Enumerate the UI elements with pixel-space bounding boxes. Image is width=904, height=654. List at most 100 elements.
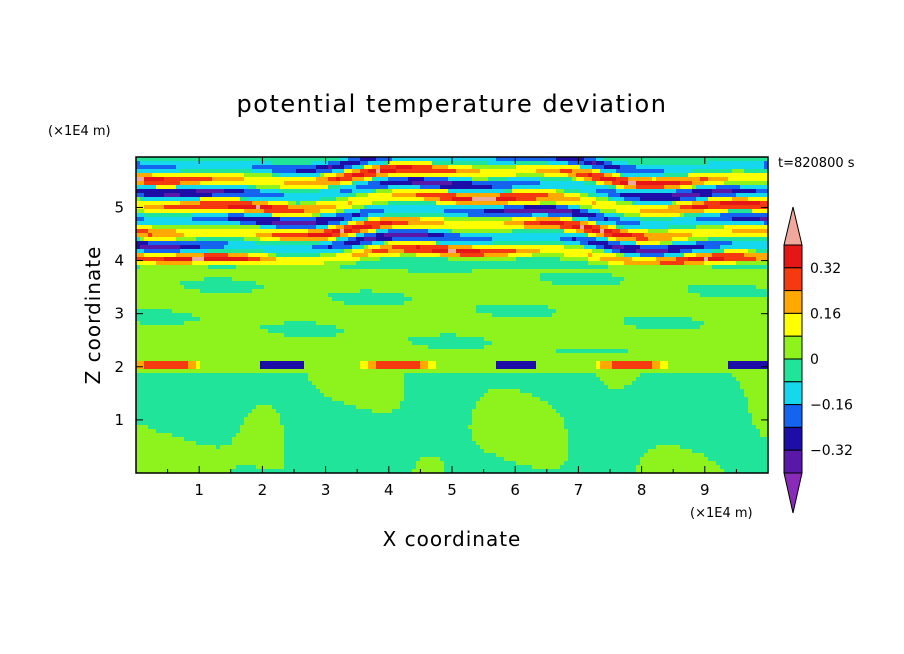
heatmap-cell (324, 237, 329, 242)
heatmap-cell (344, 181, 349, 186)
heatmap-cell (292, 221, 297, 226)
heatmap-cell (312, 281, 317, 286)
heatmap-cell (284, 181, 289, 186)
heatmap-cell (360, 201, 365, 206)
heatmap-cell (684, 237, 689, 242)
heatmap-cell (324, 177, 329, 182)
heatmap-cell (404, 237, 409, 242)
heatmap-cell (340, 189, 345, 194)
heatmap-cell (300, 201, 305, 206)
heatmap-cell (600, 257, 605, 262)
heatmap-cell (544, 177, 549, 182)
heatmap-cell (568, 157, 573, 162)
heatmap-cell (644, 173, 649, 178)
heatmap-cell (364, 165, 369, 170)
heatmap-cell (140, 257, 145, 262)
heatmap-cell (212, 181, 217, 186)
heatmap-cell (304, 249, 309, 254)
heatmap-cell (668, 241, 673, 246)
heatmap-cell (232, 173, 237, 178)
heatmap-cell (616, 193, 621, 198)
heatmap-cell (188, 249, 193, 254)
heatmap-cell (440, 169, 445, 174)
heatmap-cell (240, 165, 245, 170)
heatmap-cell (764, 237, 768, 242)
heatmap-cell (604, 165, 609, 170)
heatmap-cell (624, 229, 629, 234)
heatmap-cell (572, 277, 577, 282)
heatmap-cell (408, 241, 413, 246)
heatmap-cell (308, 173, 313, 178)
y-axis-label: Z coordinate (81, 246, 105, 385)
heatmap-cell (208, 157, 213, 162)
heatmap-cell (676, 241, 681, 246)
heatmap-cell (428, 209, 433, 214)
heatmap-cell (732, 265, 737, 270)
heatmap-cell (424, 201, 429, 206)
heatmap-cell (284, 225, 289, 230)
heatmap-cell (632, 225, 637, 230)
heatmap-cell (312, 161, 317, 166)
heatmap-cell (420, 265, 425, 270)
heatmap-cell (440, 217, 445, 222)
heatmap-cell (680, 245, 685, 250)
heatmap-cell (660, 273, 665, 278)
heatmap-cell (484, 213, 489, 218)
heatmap-cell (476, 281, 481, 286)
heatmap-cell (556, 161, 561, 166)
heatmap-cell (216, 253, 221, 258)
heatmap-cell (264, 209, 269, 214)
heatmap-cell (476, 177, 481, 182)
heatmap-cell (276, 269, 281, 274)
heatmap-cell (140, 177, 145, 182)
heatmap-cell (300, 253, 305, 258)
heatmap-cell (764, 221, 768, 226)
heatmap-cell (356, 217, 361, 222)
heatmap-cell (236, 229, 241, 234)
heatmap-cell (700, 225, 705, 230)
heatmap-cell (696, 249, 701, 254)
heatmap-cell (312, 261, 317, 266)
heatmap-cell (212, 273, 217, 278)
heatmap-cell (376, 237, 381, 242)
heatmap-cell (340, 241, 345, 246)
heatmap-cell (424, 265, 429, 270)
heatmap-cell (440, 253, 445, 258)
heatmap-cell (408, 177, 413, 182)
heatmap-cell (364, 241, 369, 246)
heatmap-cell (408, 169, 413, 174)
heatmap-cell (332, 269, 337, 274)
heatmap-cell (464, 241, 469, 246)
heatmap-cell (672, 181, 677, 186)
heatmap-cell (476, 261, 481, 266)
heatmap-cell (252, 185, 257, 190)
heatmap-cell (400, 165, 405, 170)
heatmap-cell (320, 265, 325, 270)
heatmap-cell (320, 161, 325, 166)
heatmap-cell (492, 253, 497, 258)
heatmap-cell (220, 201, 225, 206)
heatmap-cell (368, 169, 373, 174)
heatmap-cell (724, 257, 729, 262)
heatmap-cell (644, 177, 649, 182)
heatmap-cell (292, 185, 297, 190)
heatmap-cell (644, 193, 649, 198)
heatmap-cell (688, 165, 693, 170)
heatmap-cell (160, 205, 165, 210)
heatmap-cell (684, 185, 689, 190)
heatmap-cell (388, 169, 393, 174)
heatmap-cell (744, 213, 749, 218)
heatmap-cell (376, 249, 381, 254)
heatmap-cell (616, 265, 621, 270)
heatmap-cell (304, 209, 309, 214)
heatmap-cell (220, 277, 225, 282)
heatmap-cell (676, 165, 681, 170)
heatmap-cell (276, 197, 281, 202)
heatmap-cell (272, 245, 277, 250)
heatmap-cell (580, 181, 585, 186)
heatmap-cell (260, 217, 265, 222)
heatmap-cell (736, 193, 741, 198)
heatmap-cell (292, 193, 297, 198)
heatmap-cell (496, 257, 501, 262)
heatmap-cell (560, 221, 565, 226)
